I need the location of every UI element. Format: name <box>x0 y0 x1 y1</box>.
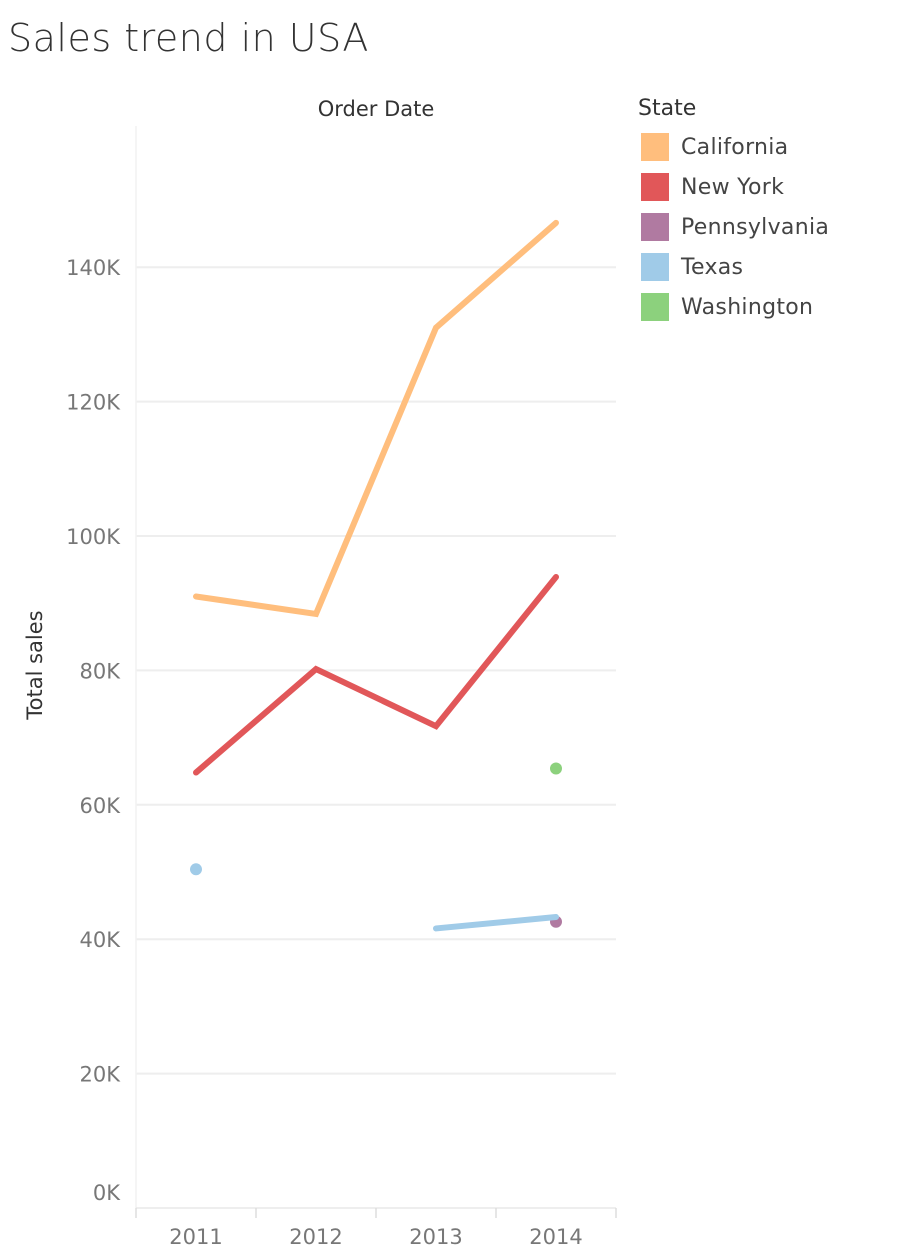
legend-item-new-york[interactable]: New York <box>638 167 829 207</box>
legend-swatch <box>641 213 669 241</box>
series-lines <box>190 219 562 932</box>
legend-label: California <box>681 134 789 160</box>
y-tick-label: 20K <box>80 1063 122 1087</box>
legend-swatch <box>641 293 669 321</box>
x-tick-label: 2011 <box>169 1225 222 1249</box>
x-tick-label: 2012 <box>289 1225 342 1249</box>
line-texas <box>433 914 559 932</box>
legend-swatch <box>641 253 669 281</box>
point-texas <box>190 863 202 876</box>
y-tick-labels: 0K 20K 40K 60K 80K 100K 120K 140K <box>66 256 121 1205</box>
y-tick-label: 140K <box>66 256 121 280</box>
line-california <box>193 219 559 618</box>
legend-item-texas[interactable]: Texas <box>638 247 829 287</box>
legend-label: Texas <box>681 254 744 280</box>
y-tick-label: 0K <box>93 1181 121 1205</box>
x-tick-labels: 2011 2012 2013 2014 <box>169 1225 582 1249</box>
y-axis-title: Total sales <box>23 610 47 720</box>
legend-items: California New York Pennsylvania Texas Washi… <box>638 127 829 327</box>
legend-label: Washington <box>681 294 814 320</box>
x-axis-title: Order Date <box>318 97 435 121</box>
x-tick-label: 2014 <box>529 1225 582 1249</box>
chart-title: Sales trend in USA <box>8 16 369 60</box>
legend-label: New York <box>681 174 785 200</box>
gridlines <box>136 266 616 1075</box>
point-washington <box>550 762 562 775</box>
y-tick-label: 40K <box>80 928 122 952</box>
line-new-york <box>193 573 559 776</box>
y-tick-label: 60K <box>80 794 122 818</box>
legend-swatch <box>641 133 669 161</box>
legend: State California New York Pennsylvania Texa… <box>638 96 829 327</box>
y-tick-label: 120K <box>66 391 121 415</box>
axes <box>135 126 617 1218</box>
legend-label: Pennsylvania <box>681 214 830 240</box>
y-tick-label: 100K <box>66 525 121 549</box>
x-tick-label: 2013 <box>409 1225 462 1249</box>
legend-swatch <box>641 173 669 201</box>
legend-title: State <box>638 96 697 121</box>
legend-item-california[interactable]: California <box>638 127 829 167</box>
y-tick-label: 80K <box>80 659 122 683</box>
legend-item-washington[interactable]: Washington <box>638 287 829 327</box>
legend-item-pennsylvania[interactable]: Pennsylvania <box>638 207 829 247</box>
